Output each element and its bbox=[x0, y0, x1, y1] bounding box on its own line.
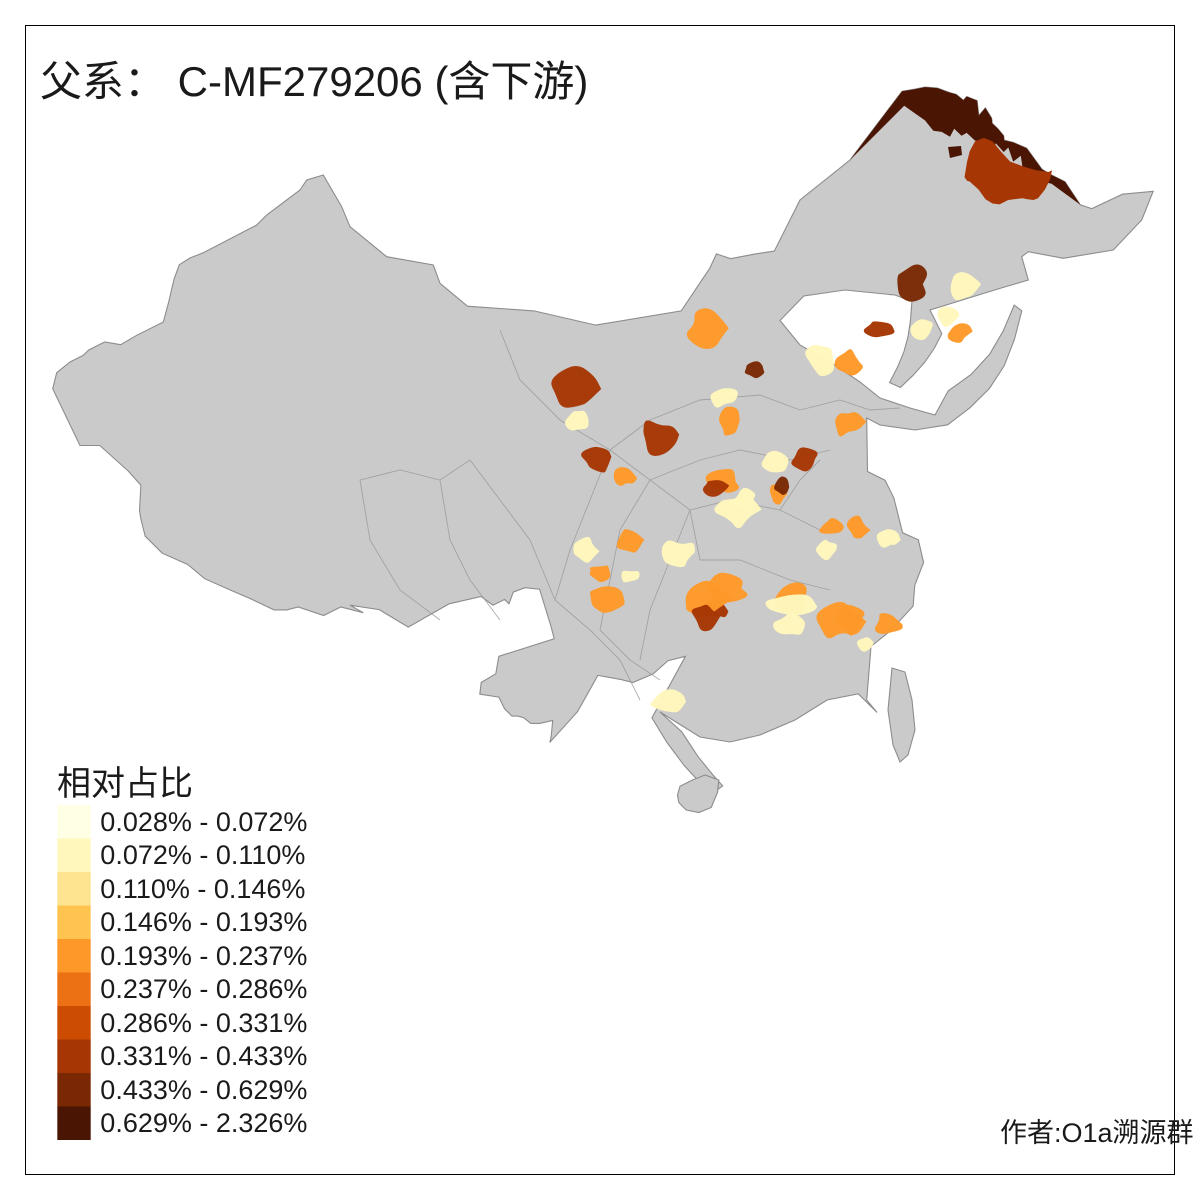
svg-text:相对占比: 相对占比 bbox=[57, 765, 193, 803]
svg-text:0.237% - 0.286%: 0.237% - 0.286% bbox=[100, 974, 307, 1004]
svg-text:作者:O1a溯源群: 作者:O1a溯源群 bbox=[1000, 1118, 1194, 1148]
svg-text:0.028% - 0.072%: 0.028% - 0.072% bbox=[100, 807, 307, 837]
svg-text:0.331% - 0.433%: 0.331% - 0.433% bbox=[100, 1041, 307, 1071]
svg-text:0.433% - 0.629%: 0.433% - 0.629% bbox=[100, 1075, 307, 1105]
svg-text:0.146% - 0.193%: 0.146% - 0.193% bbox=[100, 907, 307, 937]
svg-text:0.110% - 0.146%: 0.110% - 0.146% bbox=[100, 874, 305, 904]
svg-text:0.286% - 0.331%: 0.286% - 0.331% bbox=[100, 1008, 307, 1038]
svg-text:0.193% - 0.237%: 0.193% - 0.237% bbox=[100, 941, 307, 971]
svg-text:0.072% - 0.110%: 0.072% - 0.110% bbox=[100, 840, 305, 870]
svg-text:0.629% - 2.326%: 0.629% - 2.326% bbox=[100, 1108, 307, 1138]
